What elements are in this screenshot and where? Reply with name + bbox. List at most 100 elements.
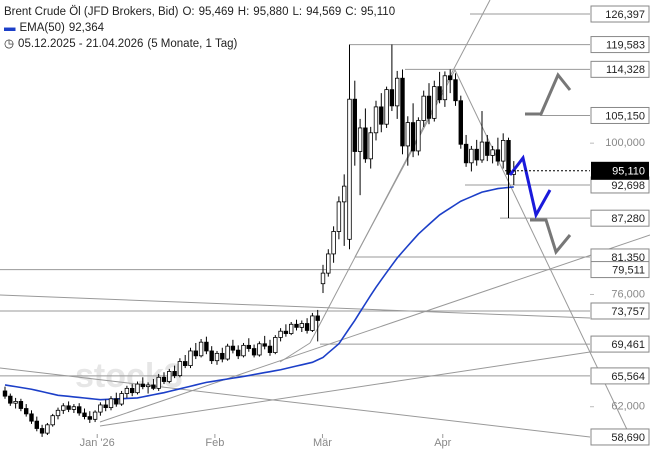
candle-body [230,345,236,351]
title: Brent Crude Öl (JFD Brokers, Bid) [4,6,179,18]
range: 05.12.2025 - 21.04.2026 [18,38,144,50]
candle-body [257,343,262,356]
candle-body [288,323,294,334]
level-box [590,302,650,320]
x-tick-label: Jan '26 [80,437,115,449]
candle-body [50,415,55,426]
y-tick-label: 100,000 [605,137,645,149]
level-label: 65,564 [611,371,645,383]
ohlc-value: 95,110 [360,6,396,18]
ohlc-label: L: [292,6,303,18]
indicator-value: 92,364 [68,22,105,34]
candle-body [129,387,135,394]
candle-body [61,405,66,411]
candle-body [92,411,98,420]
level-box [590,261,650,279]
level-label: 81,350 [611,252,645,264]
candle-body [485,141,490,156]
candle-body [373,106,379,134]
candle-body [405,122,410,147]
candle-body [421,95,426,121]
candle-body [34,420,39,429]
candle-body [447,75,453,81]
candle-body [251,348,257,356]
candle-body [495,149,501,162]
header-line: ▬ EMA(50) 92,364 [4,20,403,36]
ohlc-value: 95,880 [253,6,289,18]
candle-body [400,77,405,147]
header-line: Brent Crude Öl (JFD Brokers, Bid) O: 95,46… [4,4,403,20]
candle-body [331,231,336,255]
candle-body [326,253,331,274]
candle-body [103,404,108,409]
candle-body [182,361,188,367]
candle-body [167,371,172,382]
level-box [590,209,650,227]
candle-body [410,122,416,152]
candle-body [347,98,352,240]
y-tick-label: 76,000 [611,288,645,300]
candle-body [108,398,114,409]
candle-body [278,330,283,338]
candle-body [45,424,50,434]
level-label: 105,150 [605,110,645,122]
candle-body [39,428,45,434]
candle-body [299,323,304,328]
candle-body [294,323,299,328]
candle-body [341,185,347,203]
level-box [590,36,650,54]
candle-body [220,352,225,360]
candle-body [310,315,315,331]
level-box [590,335,650,353]
candle-body [161,376,167,382]
candle-body [18,401,24,409]
candle-body [474,148,479,161]
header: Brent Crude Öl (JFD Brokers, Bid) O: 95,46… [4,4,403,52]
candle-body [204,341,209,352]
candle-body [416,120,421,152]
candle-body [119,393,124,405]
x-tick-label: Mär [313,437,332,449]
candle-body [357,127,363,152]
scenario-up [525,72,572,116]
candle-body [389,89,395,107]
x-tick-label: Feb [205,437,224,449]
candle-body [379,106,384,125]
candle-body [214,352,220,362]
scenario-down [530,218,572,256]
level-box [590,60,650,78]
candle-body [267,345,273,353]
candle-body [500,140,506,162]
candle-body [135,383,140,394]
candle-body [262,343,267,347]
level-label: 58,690 [611,432,645,444]
ohlc-value: 94,569 [306,6,342,18]
level-label: 87,280 [611,213,645,225]
candle-body [156,376,161,389]
candle-body [432,86,437,119]
candle-body [363,127,368,160]
plot [0,13,590,437]
level-label: 114,328 [606,64,645,76]
indicator-name: EMA(50) [19,22,65,34]
axis: 126,397 119,583 114,328 105,150 92,698 87,280… [80,5,650,449]
candle-body [426,95,432,119]
candle-body [469,148,474,164]
candle-body [71,406,77,410]
ohlc-value: 95,469 [198,6,234,18]
y-tick-label: 62,000 [611,401,645,413]
candle-body [140,383,145,388]
candle-body [458,100,463,145]
candle-body [225,345,230,360]
candle-body [87,416,92,420]
level-box [590,367,650,385]
candle-body [8,395,13,404]
candle-body [193,350,198,357]
candle-body [320,272,326,285]
scenario-blue [508,154,552,220]
candle-body [55,409,61,417]
candle-body [463,143,469,164]
candle-body [315,315,320,321]
